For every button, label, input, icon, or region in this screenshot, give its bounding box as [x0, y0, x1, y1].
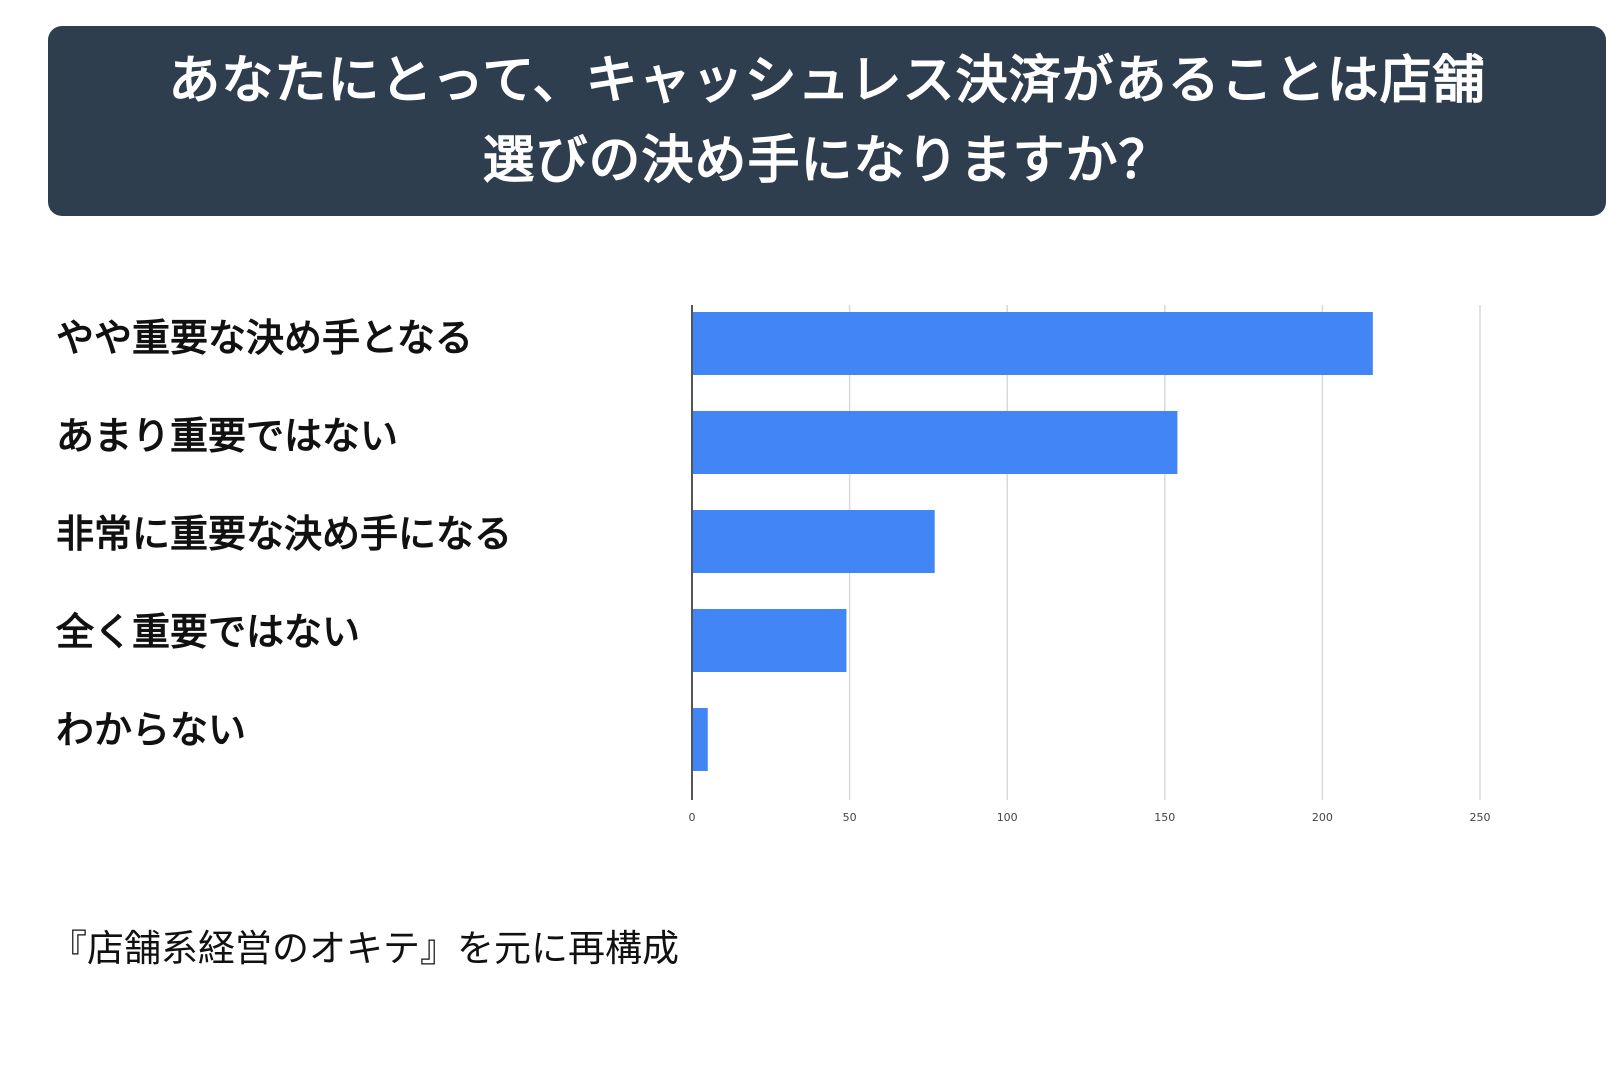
category-label-4: わからない — [56, 708, 247, 752]
x-tick-label-50: 50 — [843, 811, 857, 824]
chart-title-line-2: 選びの決め手になりますか？ — [482, 131, 1172, 191]
bar-3 — [692, 609, 847, 672]
chart-title-line-1: あなたにとって、キャッシュレス決済があることは店舗 — [168, 51, 1486, 111]
bar-1 — [692, 411, 1178, 474]
x-tick-label-150: 150 — [1154, 811, 1175, 824]
category-label-1: あまり重要ではない — [56, 414, 399, 458]
category-label-0: やや重要な決め手となる — [56, 316, 473, 360]
bar-4 — [692, 708, 708, 771]
bar-0 — [692, 312, 1373, 375]
bar-chart: 0 50 100 150 200 250 — [689, 305, 1491, 824]
source-note: 『店舗系経営のオキテ』を元に再構成 — [50, 927, 679, 970]
category-label-2: 非常に重要な決め手になる — [56, 512, 513, 556]
bar-2 — [692, 510, 935, 573]
title-banner: あなたにとって、キャッシュレス決済があることは店舗 選びの決め手になりますか？ — [48, 26, 1606, 216]
x-tick-label-0: 0 — [689, 811, 696, 824]
x-tick-label-250: 250 — [1470, 811, 1491, 824]
category-label-3: 全く重要ではない — [56, 610, 361, 654]
x-tick-label-200: 200 — [1312, 811, 1333, 824]
x-tick-label-100: 100 — [997, 811, 1018, 824]
